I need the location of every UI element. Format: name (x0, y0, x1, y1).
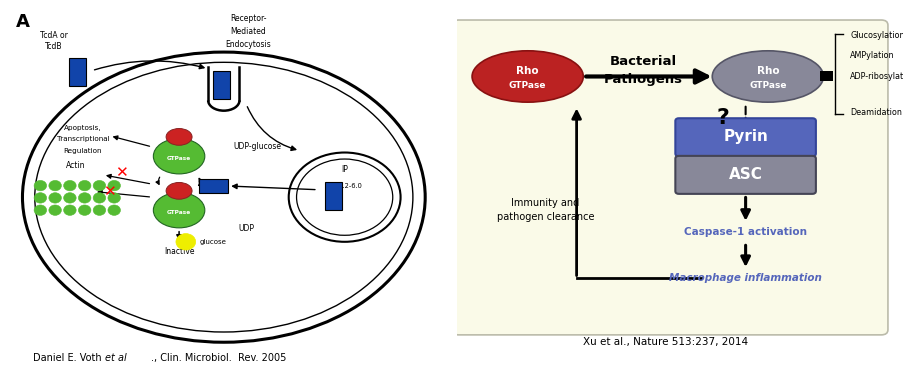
Text: IP: IP (340, 165, 348, 174)
Text: Apoptosis,: Apoptosis, (64, 125, 101, 131)
Text: Mediated: Mediated (230, 27, 266, 36)
Text: Immunity and: Immunity and (511, 198, 579, 208)
FancyBboxPatch shape (675, 118, 815, 156)
Text: ADP-ribosylation: ADP-ribosylation (849, 72, 903, 81)
Text: Pyrin: Pyrin (722, 129, 768, 144)
FancyBboxPatch shape (199, 179, 228, 193)
Circle shape (79, 205, 91, 215)
Circle shape (49, 193, 61, 203)
Text: A: A (15, 13, 30, 31)
Circle shape (63, 205, 76, 215)
Text: Glucosylation: Glucosylation (849, 31, 903, 40)
Text: UDP-glucose: UDP-glucose (233, 142, 281, 151)
Text: Regulation: Regulation (63, 148, 102, 154)
Circle shape (176, 234, 195, 250)
Text: Bacterial: Bacterial (610, 55, 676, 67)
FancyBboxPatch shape (675, 156, 815, 194)
Circle shape (79, 180, 91, 191)
Circle shape (93, 193, 106, 203)
Ellipse shape (166, 182, 191, 199)
Text: Pathogens: Pathogens (603, 73, 682, 86)
Text: Rho: Rho (756, 66, 778, 76)
Circle shape (93, 205, 106, 215)
Text: Receptor-: Receptor- (230, 14, 266, 23)
Text: Macrophage inflammation: Macrophage inflammation (668, 273, 821, 283)
Ellipse shape (712, 51, 823, 102)
Circle shape (34, 193, 47, 203)
Text: Xu et al., Nature 513:237, 2014: Xu et al., Nature 513:237, 2014 (582, 337, 748, 347)
Ellipse shape (154, 138, 205, 174)
Text: ✕: ✕ (103, 184, 116, 199)
Text: ?: ? (716, 108, 729, 128)
Text: Actin: Actin (66, 161, 86, 170)
Text: pH 5.2-6.0: pH 5.2-6.0 (327, 183, 362, 189)
Circle shape (49, 205, 61, 215)
FancyBboxPatch shape (324, 182, 341, 210)
Text: Endocytosis: Endocytosis (226, 40, 271, 49)
FancyBboxPatch shape (452, 20, 887, 335)
Text: pathogen clearance: pathogen clearance (496, 212, 593, 222)
Text: GTPase: GTPase (167, 209, 191, 215)
Text: ✕: ✕ (116, 166, 128, 180)
Text: AMPylation: AMPylation (849, 51, 894, 60)
FancyBboxPatch shape (212, 71, 229, 99)
Circle shape (49, 180, 61, 191)
Text: GTPase: GTPase (508, 81, 545, 90)
Text: Inactive: Inactive (163, 247, 194, 256)
Circle shape (34, 205, 47, 215)
Ellipse shape (154, 193, 205, 228)
Circle shape (34, 180, 47, 191)
Text: GTPase: GTPase (749, 81, 786, 90)
Text: TcdB: TcdB (45, 42, 62, 51)
Circle shape (93, 180, 106, 191)
FancyBboxPatch shape (70, 58, 87, 86)
Ellipse shape (166, 128, 191, 145)
Text: Caspase-1 activation: Caspase-1 activation (684, 227, 806, 237)
Text: TcdA or: TcdA or (40, 31, 68, 40)
Circle shape (107, 205, 120, 215)
Circle shape (63, 180, 76, 191)
Text: UDP: UDP (238, 224, 254, 233)
Circle shape (79, 193, 91, 203)
Text: GTPase: GTPase (167, 155, 191, 161)
Circle shape (107, 193, 120, 203)
Text: et al: et al (105, 353, 126, 363)
Text: Daniel E. Voth: Daniel E. Voth (33, 353, 105, 363)
Text: ., Clin. Microbiol.  Rev. 2005: ., Clin. Microbiol. Rev. 2005 (151, 353, 286, 363)
FancyBboxPatch shape (819, 71, 832, 81)
Text: Rho: Rho (516, 66, 538, 76)
Ellipse shape (471, 51, 582, 102)
Text: Deamidation: Deamidation (849, 108, 901, 117)
Text: ASC: ASC (728, 167, 762, 182)
Text: glucose: glucose (199, 239, 226, 245)
Circle shape (63, 193, 76, 203)
Circle shape (107, 180, 120, 191)
Text: Transcriptional: Transcriptional (57, 137, 109, 142)
